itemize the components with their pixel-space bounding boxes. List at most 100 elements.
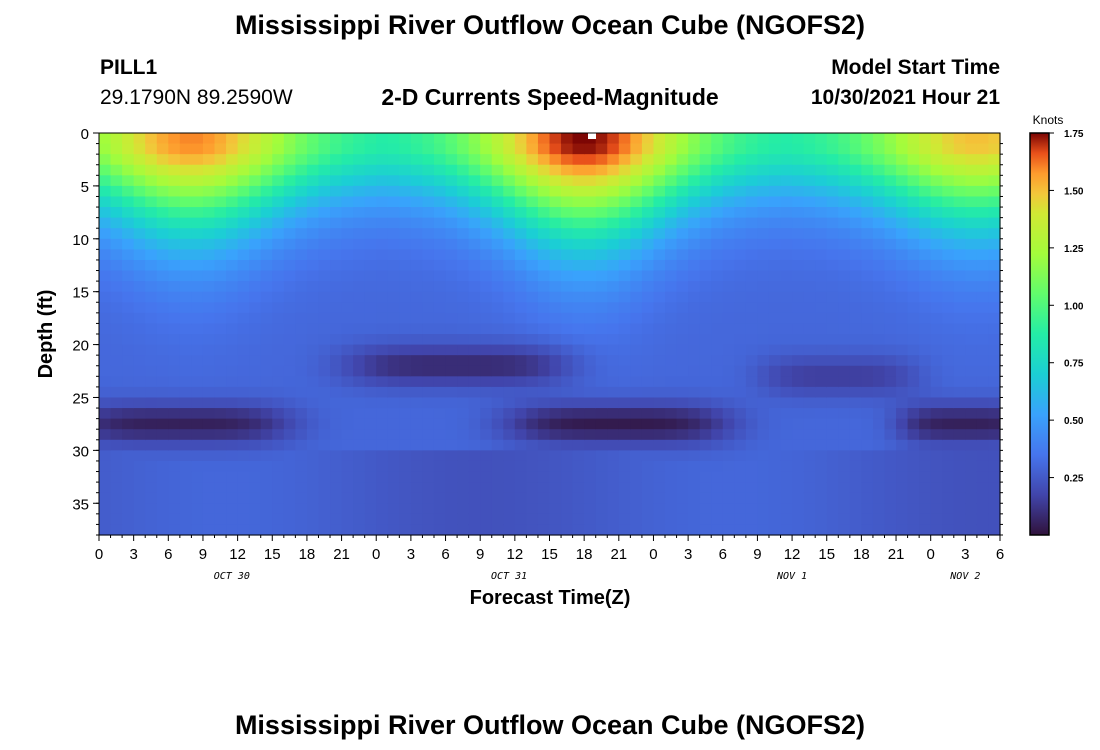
heatmap-cell bbox=[561, 207, 574, 219]
heatmap-cell bbox=[272, 418, 285, 430]
heatmap-cell bbox=[734, 439, 747, 451]
heatmap-cell bbox=[457, 503, 470, 515]
heatmap-cell bbox=[676, 418, 689, 430]
heatmap-cell bbox=[122, 207, 135, 219]
heatmap-cell bbox=[561, 323, 574, 335]
heatmap-cell bbox=[872, 196, 886, 208]
heatmap-cell bbox=[676, 482, 689, 494]
heatmap-cell bbox=[711, 344, 724, 356]
heatmap-cell bbox=[260, 408, 273, 420]
heatmap-cell bbox=[272, 439, 285, 451]
heatmap-cell bbox=[364, 344, 377, 356]
heatmap-cell bbox=[445, 270, 458, 282]
heatmap-cell bbox=[110, 323, 123, 335]
heatmap-cell bbox=[699, 376, 712, 388]
heatmap-cell bbox=[907, 408, 920, 420]
date-label: OCT 31 bbox=[491, 571, 527, 582]
heatmap-cell bbox=[306, 524, 320, 536]
heatmap-cell bbox=[295, 334, 308, 346]
heatmap-cell bbox=[318, 344, 331, 356]
heatmap-cell bbox=[410, 376, 424, 388]
heatmap-cell bbox=[237, 524, 250, 536]
heatmap-cell bbox=[722, 429, 735, 441]
heatmap-cell bbox=[919, 291, 932, 303]
heatmap-cell bbox=[526, 429, 539, 441]
heatmap-cell bbox=[942, 164, 955, 176]
heatmap-cell bbox=[480, 408, 493, 420]
heatmap-cell bbox=[572, 439, 585, 451]
heatmap-cell bbox=[503, 207, 516, 219]
heatmap-cell bbox=[295, 270, 308, 282]
heatmap-cell bbox=[595, 217, 608, 229]
heatmap-cell bbox=[711, 143, 724, 155]
heatmap-cell bbox=[745, 429, 759, 441]
heatmap-cell bbox=[249, 323, 262, 335]
heatmap-cell bbox=[803, 291, 816, 303]
heatmap-cell bbox=[861, 207, 874, 219]
heatmap-cell bbox=[688, 143, 701, 155]
heatmap-cell bbox=[722, 513, 735, 526]
heatmap-cell bbox=[965, 397, 978, 409]
heatmap-cell bbox=[722, 207, 735, 219]
heatmap-cell bbox=[803, 460, 816, 473]
heatmap-cell bbox=[226, 196, 239, 208]
heatmap-cell bbox=[376, 450, 389, 462]
heatmap-cell bbox=[249, 450, 262, 462]
heatmap-cell bbox=[745, 408, 759, 420]
heatmap-cell bbox=[849, 450, 862, 462]
heatmap-cell bbox=[526, 355, 539, 367]
heatmap-cell bbox=[896, 439, 909, 451]
heatmap-cell bbox=[353, 259, 366, 272]
heatmap-cell bbox=[376, 344, 389, 356]
heatmap-cell bbox=[237, 418, 250, 430]
heatmap-cell bbox=[607, 207, 620, 219]
heatmap-cell bbox=[665, 397, 678, 409]
heatmap-cell bbox=[676, 439, 689, 451]
heatmap-cell bbox=[665, 281, 678, 293]
heatmap-cell bbox=[884, 249, 897, 261]
heatmap-cell bbox=[283, 291, 296, 303]
heatmap-cell bbox=[514, 386, 527, 399]
heatmap-cell bbox=[283, 503, 296, 515]
heatmap-cell bbox=[99, 154, 112, 166]
heatmap-cell bbox=[734, 418, 747, 430]
heatmap-cell bbox=[595, 503, 608, 515]
heatmap-cell bbox=[711, 228, 724, 240]
heatmap-cell bbox=[688, 133, 701, 145]
heatmap-cell bbox=[780, 281, 793, 293]
heatmap-cell bbox=[422, 154, 435, 166]
heatmap-cell bbox=[526, 143, 539, 155]
heatmap-cell bbox=[480, 344, 493, 356]
heatmap-cell bbox=[953, 482, 966, 494]
heatmap-cell bbox=[156, 524, 169, 536]
heatmap-cell bbox=[422, 207, 435, 219]
heatmap-cell bbox=[907, 207, 920, 219]
heatmap-cell bbox=[191, 143, 204, 155]
heatmap-cell bbox=[896, 450, 909, 462]
heatmap-cell bbox=[965, 513, 978, 526]
heatmap-cell bbox=[272, 302, 285, 314]
heatmap-cell bbox=[699, 207, 712, 219]
heatmap-cell bbox=[491, 524, 504, 536]
heatmap-cell bbox=[145, 249, 158, 261]
heatmap-cell bbox=[514, 154, 527, 166]
heatmap-cell bbox=[283, 492, 296, 504]
heatmap-cell bbox=[514, 397, 527, 409]
heatmap-cell bbox=[942, 492, 955, 504]
heatmap-cell bbox=[907, 249, 920, 261]
heatmap-cell bbox=[641, 207, 655, 219]
heatmap-cell bbox=[260, 386, 273, 399]
heatmap-cell bbox=[399, 154, 412, 166]
heatmap-cell bbox=[110, 439, 123, 451]
heatmap-cell bbox=[364, 386, 377, 399]
heatmap-cell bbox=[607, 418, 620, 430]
heatmap-cell bbox=[457, 397, 470, 409]
heatmap-cell bbox=[468, 408, 481, 420]
heatmap-cell bbox=[387, 133, 400, 145]
heatmap-cell bbox=[168, 492, 181, 504]
heatmap-cell bbox=[433, 376, 447, 388]
heatmap-cell bbox=[214, 291, 227, 303]
heatmap-cell bbox=[387, 175, 400, 187]
heatmap-chart: 0 3 6 9 12 15 18 21 0 3 6 9 12 15 18 21 0 3 6 9 12 15 18 21 0 3 6O… bbox=[35, 113, 1084, 609]
heatmap-cell bbox=[399, 408, 412, 420]
